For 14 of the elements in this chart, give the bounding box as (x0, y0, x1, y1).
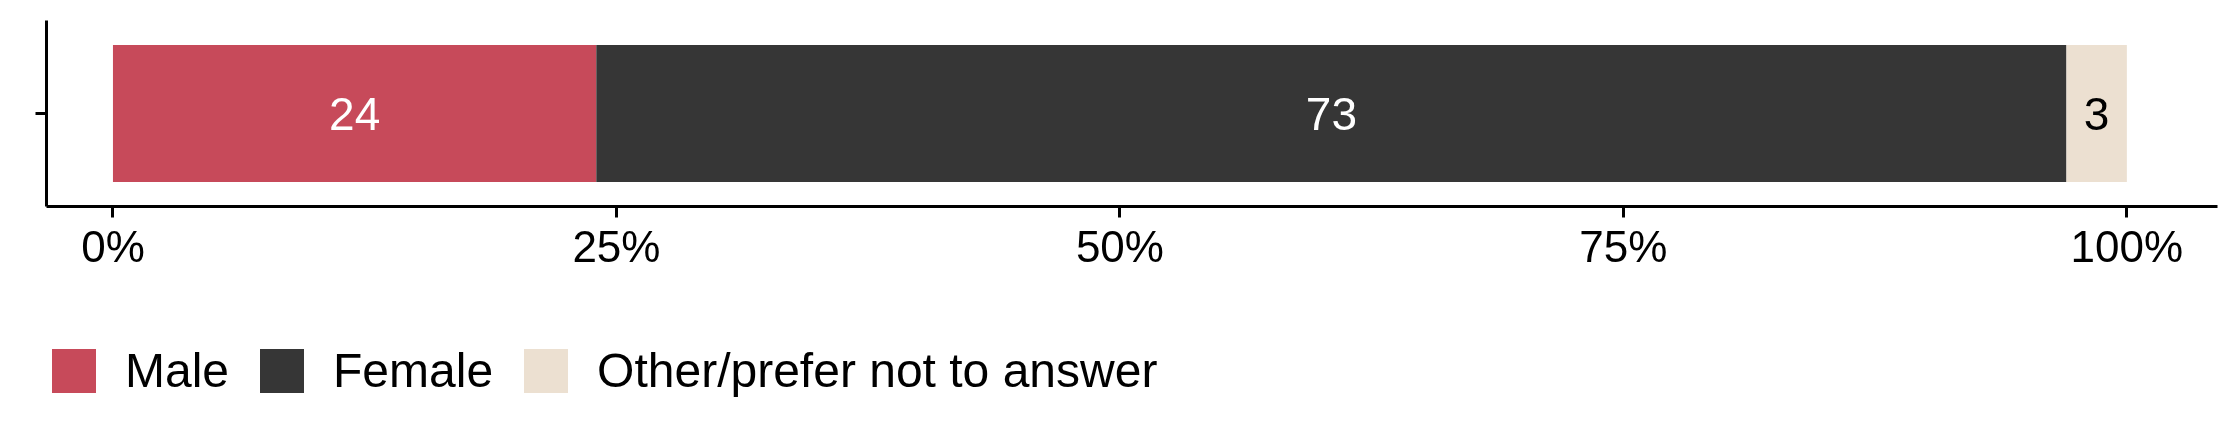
legend-label: Female (333, 343, 494, 398)
legend-label: Male (125, 343, 230, 398)
data-label: 3 (2083, 87, 2110, 140)
x-tick-label: 50% (1075, 221, 1164, 271)
data-label: 73 (1305, 87, 1357, 140)
x-tick-label: 0% (81, 221, 145, 271)
bar (2066, 44, 2127, 183)
legend-label: Other/prefer not to answer (597, 343, 1158, 398)
bar (596, 44, 2067, 183)
x-tick-label: 75% (1579, 221, 1668, 271)
bar (112, 44, 597, 183)
data-label: 24 (329, 87, 381, 140)
x-tick-label: 100% (2070, 221, 2184, 271)
x-tick-label: 25% (572, 221, 661, 271)
